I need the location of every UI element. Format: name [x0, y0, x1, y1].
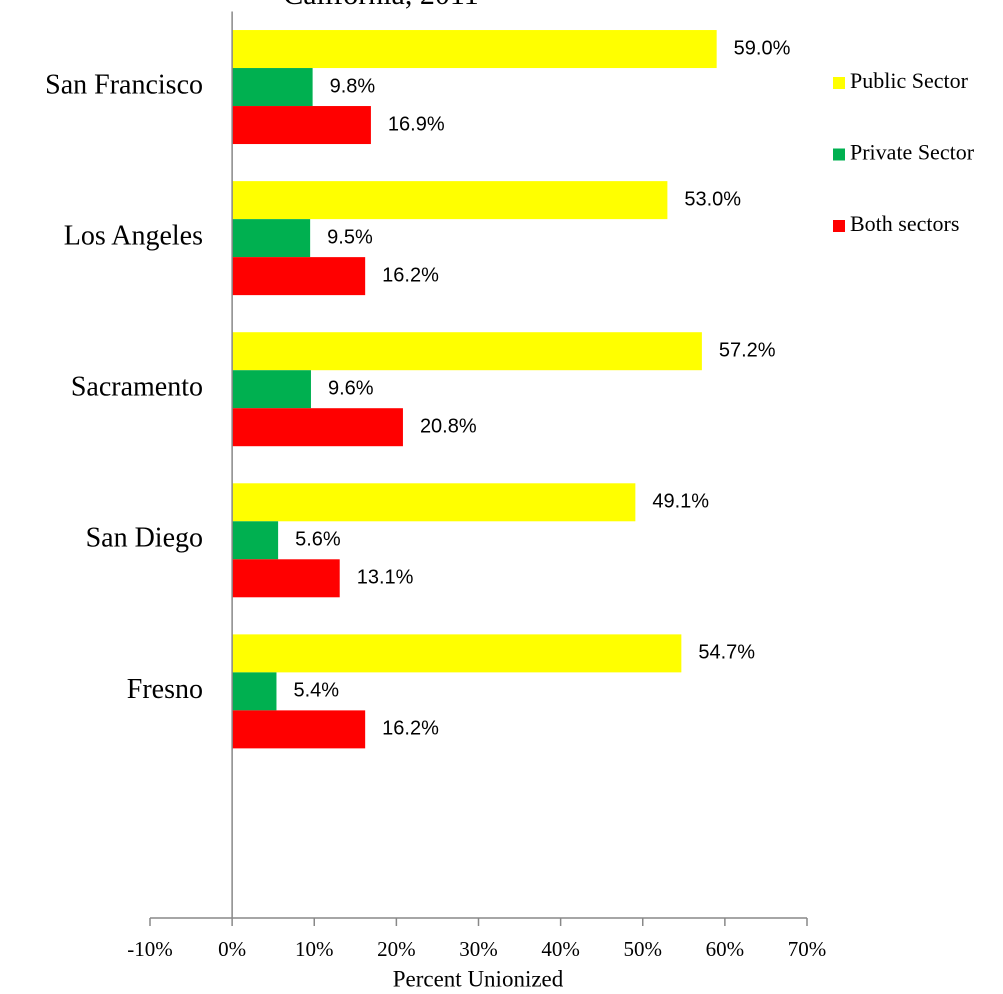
bar [232, 30, 717, 69]
value-label: 13.1% [357, 567, 414, 589]
y-tick-label: Sacramento [71, 372, 203, 403]
bar [232, 710, 366, 749]
bar [232, 483, 636, 522]
bar [232, 219, 311, 258]
bar [232, 181, 668, 220]
x-tick-label: 10% [295, 937, 334, 961]
value-label: 59.0% [734, 37, 791, 59]
x-tick-label: 60% [706, 937, 745, 961]
bar [232, 521, 279, 560]
value-label: 16.2% [382, 264, 439, 286]
x-tick-label: 40% [541, 937, 580, 961]
x-axis-label: Percent Unionized [393, 966, 564, 991]
x-tick-label: 20% [377, 937, 416, 961]
legend-label: Private Sector [850, 140, 975, 165]
value-label: 9.8% [330, 75, 376, 97]
y-tick-label: Fresno [127, 674, 203, 705]
chart-title: California, 2011 [283, 0, 479, 11]
bar [232, 559, 340, 598]
value-label: 5.6% [295, 529, 341, 551]
bar [232, 634, 682, 673]
bar [232, 332, 702, 371]
legend-swatch [833, 77, 845, 89]
legend-label: Both sectors [850, 211, 959, 236]
bar [232, 106, 371, 145]
value-label: 16.2% [382, 718, 439, 740]
value-label: 16.9% [388, 113, 445, 135]
y-tick-label: San Francisco [45, 69, 203, 100]
value-label: 20.8% [420, 415, 477, 437]
value-label: 5.4% [293, 680, 339, 702]
legend-swatch [833, 220, 845, 232]
bar [232, 672, 277, 711]
legend-label: Public Sector [850, 68, 969, 93]
value-label: 9.6% [328, 377, 374, 399]
legend-swatch [833, 148, 845, 161]
bar [232, 257, 366, 296]
value-label: 9.5% [327, 226, 373, 248]
y-tick-label: San Diego [86, 523, 203, 554]
bar [232, 370, 311, 409]
value-label: 54.7% [698, 642, 755, 664]
bar [232, 408, 403, 447]
value-label: 57.2% [719, 339, 776, 361]
x-tick-label: 70% [788, 937, 827, 961]
value-label: 53.0% [684, 188, 741, 210]
x-tick-label: -10% [127, 937, 173, 961]
x-tick-label: 50% [624, 937, 663, 961]
bar [232, 68, 313, 107]
x-tick-label: 30% [459, 937, 498, 961]
y-tick-label: Los Angeles [64, 221, 203, 252]
x-tick-label: 0% [218, 937, 246, 961]
value-label: 49.1% [652, 491, 709, 513]
